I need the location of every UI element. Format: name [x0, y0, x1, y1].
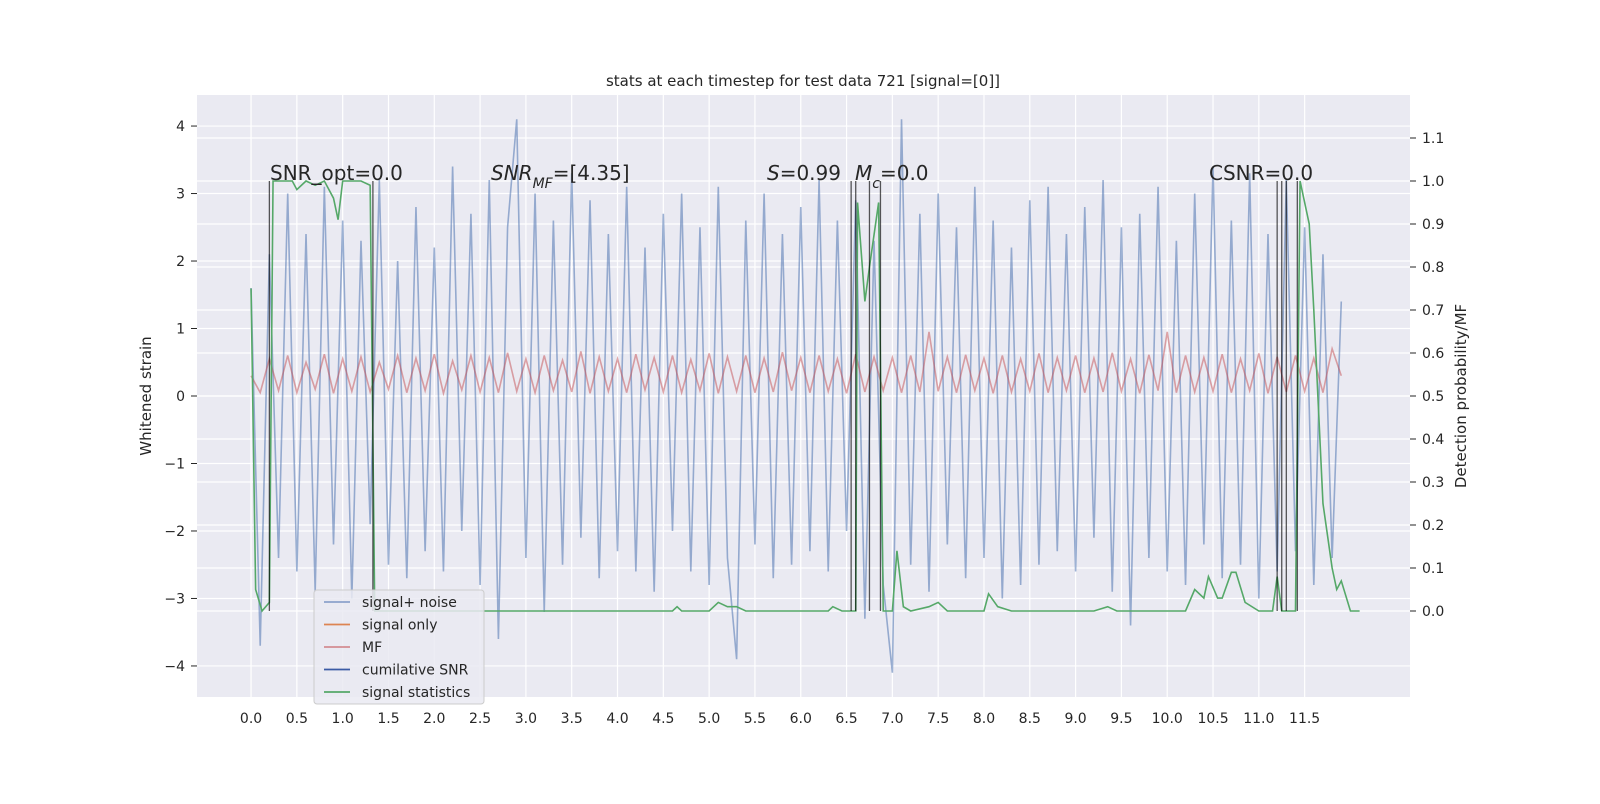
- x-tick-label: 5.0: [698, 711, 720, 727]
- annotation-part: c: [872, 176, 880, 192]
- chart-title: stats at each timestep for test data 721…: [606, 72, 1000, 90]
- annotation: CSNR=0.0: [1209, 161, 1313, 185]
- annotation: SNRMF=[4.35]: [491, 161, 630, 192]
- x-tick-label: 11.5: [1289, 711, 1320, 727]
- y-tick-label: 3: [176, 187, 185, 203]
- y-tick-label: −4: [164, 659, 185, 675]
- x-tick-label: 0.0: [240, 711, 262, 727]
- y2-tick-label: 0.0: [1422, 604, 1444, 620]
- y2-tick-label: 0.4: [1422, 432, 1444, 448]
- x-tick-label: 2.5: [469, 711, 491, 727]
- y2-tick-label: 0.1: [1422, 561, 1444, 577]
- y2-tick-label: 0.3: [1422, 475, 1444, 491]
- series-line: [250, 179, 1360, 613]
- x-tick-label: 4.0: [606, 711, 628, 727]
- x-tick-label: 2.0: [423, 711, 445, 727]
- x-tick-label: 8.0: [973, 711, 995, 727]
- x-tick-label: 7.5: [927, 711, 949, 727]
- annotation-part: MF: [533, 176, 554, 192]
- legend-label: MF: [362, 640, 382, 656]
- y-tick-label: −1: [164, 456, 185, 472]
- x-tick-label: 9.0: [1064, 711, 1086, 727]
- annotation-part: CSNR=0.0: [1209, 161, 1313, 185]
- annotation-part: =0.99: [780, 161, 841, 185]
- x-tick-label: 6.5: [835, 711, 857, 727]
- annotation: SNR_opt=0.0: [270, 161, 403, 185]
- x-tick-label: 3.5: [561, 711, 583, 727]
- y2-tick-label: 1.1: [1422, 131, 1444, 147]
- y2-tick-label: 0.9: [1422, 217, 1444, 233]
- x-tick-label: 7.0: [881, 711, 903, 727]
- y-tick-label: 0: [176, 389, 185, 405]
- x-tick-label: 1.0: [332, 711, 354, 727]
- series-line: [250, 119, 1343, 673]
- y-tick-label: −3: [164, 591, 185, 607]
- plot: [250, 119, 1360, 673]
- x-tick-label: 9.5: [1110, 711, 1132, 727]
- x-tick-label: 3.0: [515, 711, 537, 727]
- y2-tick-label: 0.2: [1422, 518, 1444, 534]
- y2-axis-label: Detection probability/MF: [1452, 304, 1470, 488]
- x-tick-label: 5.5: [744, 711, 766, 727]
- y-tick-label: 4: [176, 119, 185, 135]
- legend-label: cumilative SNR: [362, 663, 469, 679]
- annotation: S=0.99 Mc=0.0: [767, 161, 929, 192]
- legend-label: signal+ noise: [362, 595, 457, 611]
- y2-tick-label: 0.6: [1422, 346, 1444, 362]
- y-tick-label: 1: [176, 322, 185, 338]
- y2-tick-label: 0.8: [1422, 260, 1444, 276]
- y-axis-label: Whitened strain: [137, 336, 155, 455]
- x-tick-label: 8.5: [1019, 711, 1041, 727]
- series-line: [250, 331, 1343, 397]
- x-tick-label: 0.5: [286, 711, 308, 727]
- y2-tick-label: 0.5: [1422, 389, 1444, 405]
- y-tick-label: 2: [176, 254, 185, 270]
- x-tick-label: 6.0: [790, 711, 812, 727]
- x-tick-label: 1.5: [377, 711, 399, 727]
- x-tick-label: 4.5: [652, 711, 674, 727]
- legend-box: [313, 589, 485, 705]
- annotation-part: SNR: [491, 161, 533, 185]
- y2-tick-label: 0.7: [1422, 303, 1444, 319]
- legend-label: signal only: [362, 618, 437, 634]
- x-tick-label: 10.5: [1197, 711, 1228, 727]
- annotation-part: SNR_opt=0.0: [270, 161, 403, 185]
- legend-label: signal statistics: [362, 685, 470, 701]
- x-tick-label: 11.0: [1243, 711, 1274, 727]
- annotation-part: =0.0: [880, 161, 929, 185]
- annotation-part: =[4.35]: [553, 161, 630, 185]
- annotation-part: S: [767, 161, 780, 185]
- annotation-part: M: [855, 161, 872, 185]
- x-tick-label: 10.0: [1152, 711, 1183, 727]
- y2-tick-label: 1.0: [1422, 174, 1444, 190]
- y-tick-label: −2: [164, 524, 185, 540]
